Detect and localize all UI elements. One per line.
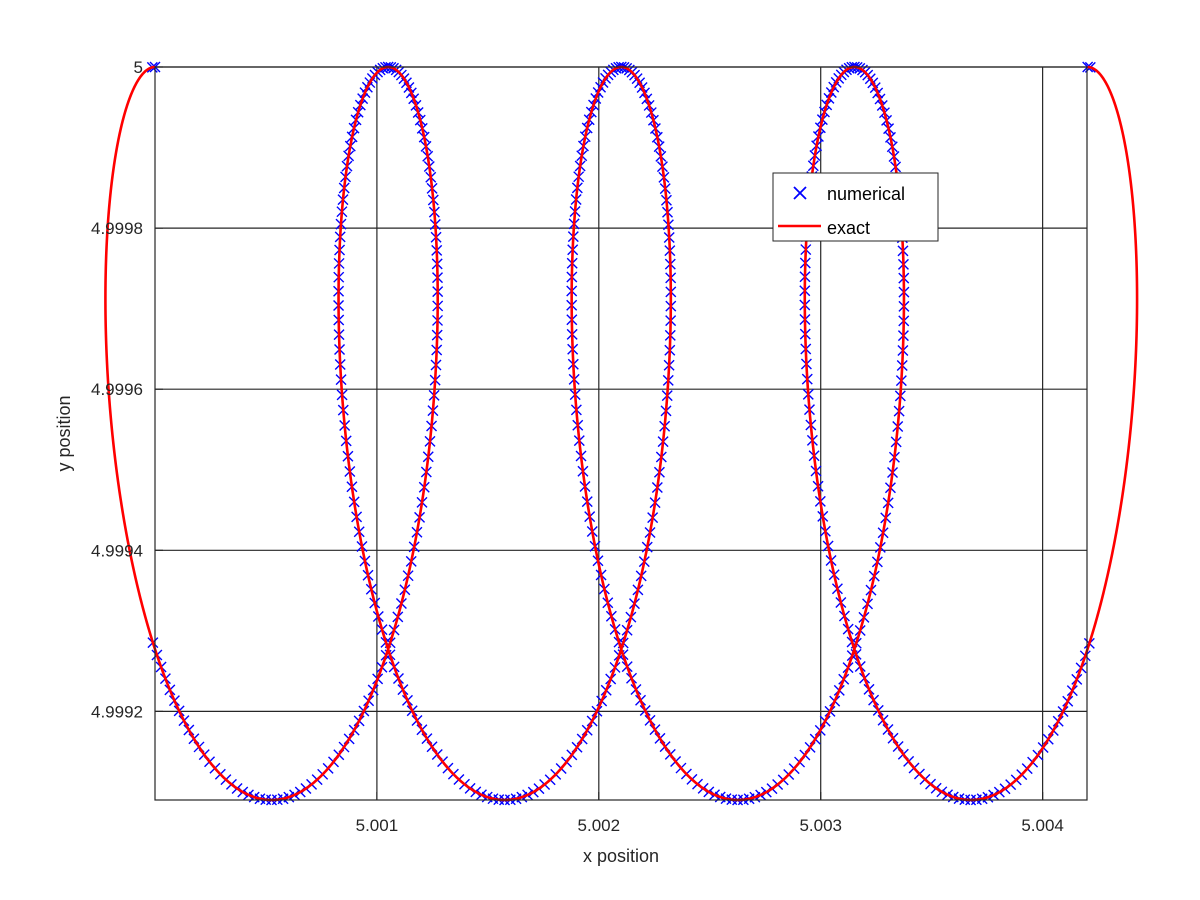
x-axis-label: x position (583, 846, 659, 866)
legend-label-exact: exact (827, 218, 870, 238)
legend-label-numerical: numerical (827, 184, 905, 204)
x-axis-ticks: 5.001 5.002 5.003 5.004 (356, 792, 1064, 835)
y-tick-label: 4.9996 (91, 380, 143, 399)
plot-frame (154, 66, 1088, 801)
plot-area (104, 61, 1139, 806)
y-tick-label: 4.9992 (91, 702, 143, 721)
legend[interactable]: numerical exact (772, 172, 939, 242)
y-tick-label: 4.9998 (91, 219, 143, 238)
x-tick-label: 5.004 (1021, 816, 1064, 835)
legend-marker-numerical (793, 186, 807, 200)
y-tick-label: 4.9994 (91, 541, 143, 560)
y-tick-label: 5 (134, 58, 143, 77)
x-tick-label: 5.002 (578, 816, 621, 835)
y-axis-ticks: 4.9992 4.9994 4.9996 4.9998 5 (91, 58, 163, 721)
legend-x-marker (793, 186, 807, 200)
x-tick-label: 5.003 (799, 816, 842, 835)
legend-box (772, 172, 939, 242)
plot-background (155, 67, 1087, 800)
x-tick-label: 5.001 (356, 816, 399, 835)
y-axis-label: y position (54, 395, 74, 471)
